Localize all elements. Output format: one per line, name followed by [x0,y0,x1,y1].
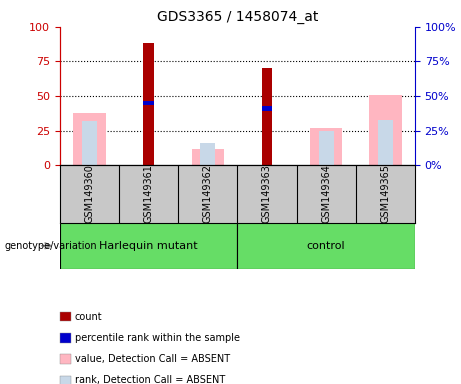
Text: GSM149360: GSM149360 [84,164,95,223]
Text: control: control [307,241,345,251]
Text: GSM149361: GSM149361 [144,164,154,223]
Bar [319,131,334,165]
Bar [378,119,393,165]
Bar [237,223,415,269]
Title: GDS3365 / 1458074_at: GDS3365 / 1458074_at [157,10,318,25]
Bar [73,113,106,165]
Bar [82,121,97,165]
Text: GSM149363: GSM149363 [262,164,272,223]
Bar [192,149,224,165]
Bar [310,128,343,165]
Text: value, Detection Call = ABSENT: value, Detection Call = ABSENT [75,354,230,364]
Bar [369,94,402,165]
Bar [201,143,215,165]
Text: rank, Detection Call = ABSENT: rank, Detection Call = ABSENT [75,375,225,384]
Bar [60,376,71,384]
Bar [60,354,71,364]
Bar [60,223,237,269]
Bar [60,333,71,343]
Text: genotype/variation: genotype/variation [5,241,97,251]
Bar [60,312,71,321]
Text: GSM149362: GSM149362 [203,164,213,223]
Text: percentile rank within the sample: percentile rank within the sample [75,333,240,343]
Bar [262,106,272,111]
Text: GSM149365: GSM149365 [380,164,390,223]
Text: count: count [75,312,102,322]
Bar [143,101,154,105]
Text: GSM149364: GSM149364 [321,164,331,223]
Text: Harlequin mutant: Harlequin mutant [100,241,198,251]
Bar [143,43,154,165]
Bar [262,68,272,165]
